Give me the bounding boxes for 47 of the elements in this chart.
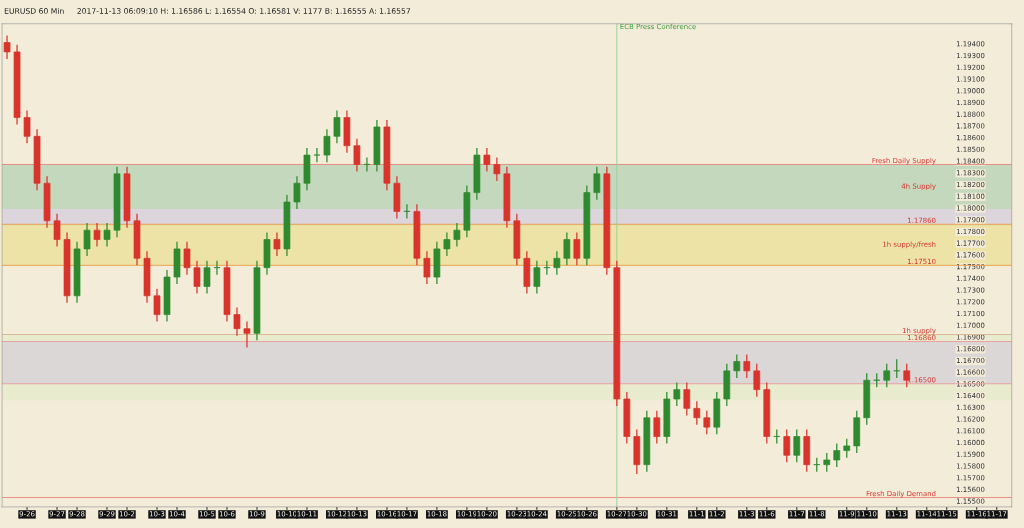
candlestick [693,400,701,426]
candlestick [183,241,191,276]
candlestick [533,260,541,295]
candlestick [543,260,551,276]
candlestick [293,175,301,210]
candlestick [333,109,341,144]
candlestick [213,260,221,276]
candlestick [193,260,201,295]
candlestick [403,203,411,220]
candlestick [573,231,581,266]
candlestick [673,381,681,407]
candlestick [313,147,321,163]
candlestick [753,363,761,398]
candlestick [743,353,751,379]
candlestick [823,452,831,473]
candlestick [683,381,691,417]
candlestick [733,353,741,379]
candlestick [653,410,661,445]
candlestick [893,358,901,379]
candlestick [453,222,461,248]
candlestick [233,306,241,337]
candlestick [273,231,281,257]
candlestick [833,442,841,468]
candlestick [553,250,561,276]
candlestick [793,428,801,463]
candlestick [443,231,451,257]
candlestick [423,250,431,285]
candlestick [323,128,331,163]
candlestick [83,222,91,257]
candlestick [593,166,601,201]
candlestick [3,34,11,60]
candlestick [353,138,361,173]
candlestick [93,222,101,248]
candlestick [783,428,791,463]
candlestick [103,222,111,248]
candlestick [153,288,161,323]
candlestick [363,156,371,173]
candlestick [53,213,61,248]
candlestick [703,410,711,435]
candlestick [843,438,851,459]
candlestick [883,363,891,388]
candlestick [563,231,571,266]
candlestick [243,320,251,349]
candlestick [493,156,501,182]
candlestick [203,260,211,295]
candlestick [23,109,31,144]
candlestick [483,147,491,173]
